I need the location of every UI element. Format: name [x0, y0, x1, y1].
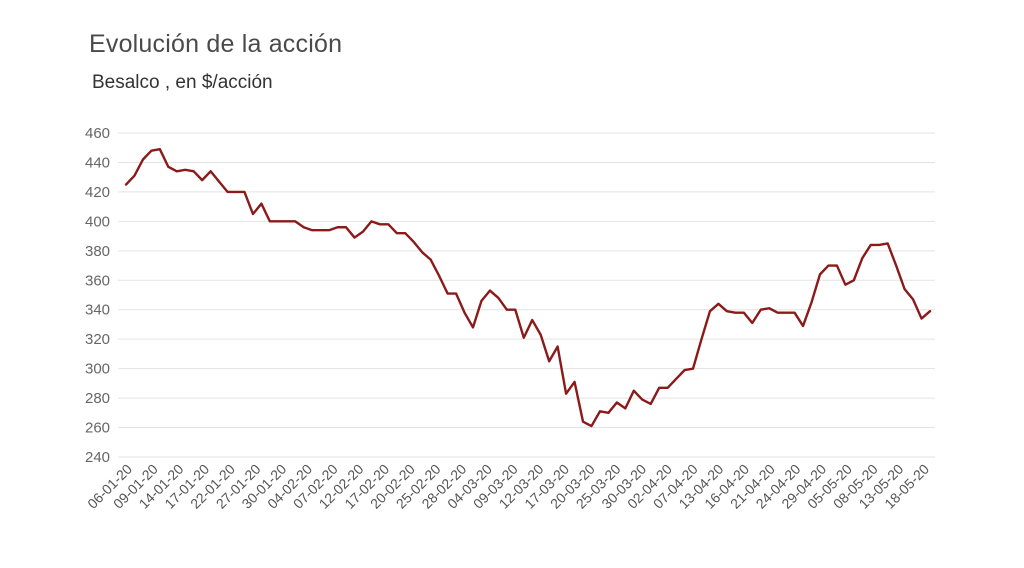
- chart-subtitle: Besalco , en $/acción: [92, 72, 273, 93]
- chart-title: Evolución de la acción: [89, 30, 343, 58]
- y-axis-tick-labels: 240 260 280 300 320 340 360 380 400 420 440 460: [85, 125, 110, 466]
- y-tick-label: 460: [85, 125, 110, 142]
- y-tick-label: 320: [85, 331, 110, 348]
- gridlines: [118, 132, 935, 458]
- y-tick-label: 420: [85, 184, 110, 201]
- y-tick-label: 280: [85, 390, 110, 407]
- y-tick-label: 360: [85, 272, 110, 289]
- series-layer: [124, 147, 932, 428]
- y-tick-label: 300: [85, 361, 110, 378]
- y-tick-label: 400: [85, 213, 110, 230]
- y-tick-label: 240: [85, 449, 110, 466]
- series-line: [124, 147, 932, 428]
- y-tick-label: 340: [85, 302, 110, 319]
- y-tick-label: 440: [85, 154, 110, 171]
- y-tick-label: 380: [85, 243, 110, 260]
- x-axis-tick-labels: 06-01-2009-01-2014-01-2017-01-2022-01-20…: [84, 461, 932, 512]
- y-tick-label: 260: [85, 420, 110, 437]
